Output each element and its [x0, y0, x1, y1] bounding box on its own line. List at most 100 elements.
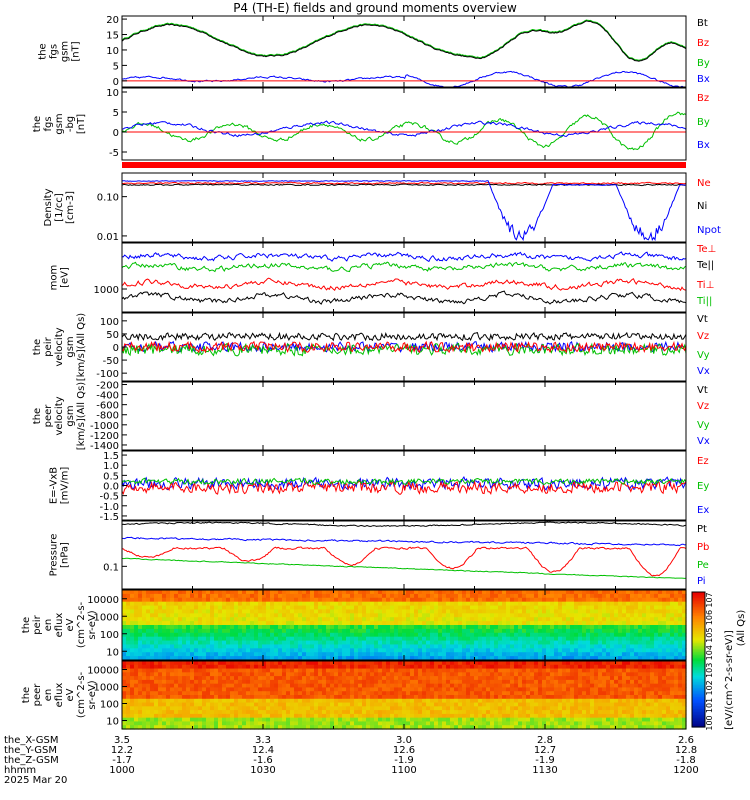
spectrogram-cell: [354, 713, 359, 719]
spectrogram-cell: [546, 721, 551, 726]
spectrogram-cell: [378, 687, 383, 692]
spectrogram-cell: [422, 702, 427, 707]
spectrogram-cell: [138, 710, 143, 715]
spectrogram-cell: [134, 687, 139, 692]
spectrogram-cell: [470, 687, 475, 692]
spectrogram-cell: [174, 640, 179, 646]
spectrogram-cell: [522, 656, 527, 661]
spectrogram-cell: [186, 721, 191, 726]
spectrogram-cell: [394, 698, 399, 704]
spectrogram-cell: [514, 601, 519, 607]
spectrogram-cell: [326, 621, 331, 626]
spectrogram-cell: [646, 625, 651, 630]
spectrogram-cell: [614, 640, 619, 646]
spectrogram-cell: [634, 636, 639, 642]
spectrogram-cell: [462, 725, 467, 730]
spectrogram-cell: [622, 695, 627, 700]
spectrogram-cell: [258, 706, 263, 711]
spectrogram-cell: [370, 676, 375, 681]
spectrogram-cell: [470, 717, 475, 723]
spectrogram-cell: [174, 621, 179, 626]
spectrogram-cell: [622, 668, 627, 673]
spectrogram-cell: [274, 648, 279, 653]
spectrogram-cell: [302, 691, 307, 696]
spectrogram-cell: [542, 725, 547, 730]
spectrogram-cell: [274, 597, 279, 603]
spectrogram-cell: [522, 725, 527, 730]
spectrogram-cell: [178, 656, 183, 661]
spectrogram-cell: [318, 644, 323, 649]
spectrogram-cell: [398, 621, 403, 626]
spectrogram-cell: [358, 625, 363, 630]
spectrogram-cell: [250, 679, 255, 685]
spectrogram-cell: [626, 590, 631, 595]
spectrogram-cell: [610, 636, 615, 642]
spectrogram-cell: [194, 656, 199, 661]
spectrogram-cell: [494, 668, 499, 673]
spectrogram-cell: [398, 601, 403, 607]
spectrogram-cell: [346, 625, 351, 630]
spectrogram-cell: [446, 687, 451, 692]
spectrogram-cell: [142, 621, 147, 626]
spectrogram-cell: [414, 687, 419, 692]
spectrogram-cell: [422, 725, 427, 730]
spectrogram-cell: [442, 628, 447, 634]
spectrogram-cell: [562, 640, 567, 646]
spectrogram-cell: [378, 597, 383, 603]
spectrogram-cell: [542, 698, 547, 704]
spectrogram-cell: [366, 644, 371, 649]
spectrogram-cell: [322, 672, 327, 677]
spectrogram-cell: [310, 605, 315, 611]
spectrogram-cell: [206, 648, 211, 653]
spectrogram-cell: [210, 625, 215, 630]
spectrogram-cell: [142, 717, 147, 723]
spectrogram-cell: [282, 644, 287, 649]
spectrogram-cell: [614, 609, 619, 614]
spectrogram-cell: [474, 695, 479, 700]
spectrogram-cell: [322, 683, 327, 689]
spectrogram-cell: [418, 721, 423, 726]
spectrogram-cell: [222, 695, 227, 700]
spectrogram-cell: [530, 698, 535, 704]
spectrogram-cell: [258, 668, 263, 673]
spectrogram-cell: [546, 601, 551, 607]
spectrogram-cell: [278, 702, 283, 707]
spectrogram-cell: [162, 691, 167, 696]
spectrogram-cell: [150, 687, 155, 692]
spectrogram-cell: [502, 656, 507, 661]
spectrogram-cell: [346, 698, 351, 704]
spectrogram-cell: [130, 721, 135, 726]
spectrogram-cell: [234, 613, 239, 618]
spectrogram-cell: [210, 621, 215, 626]
spectrogram-cell: [366, 702, 371, 707]
spectrogram-cell: [514, 648, 519, 653]
spectrogram-cell: [474, 687, 479, 692]
spectrogram-cell: [538, 593, 543, 599]
spectrogram-cell: [510, 725, 515, 730]
spectrogram-cell: [354, 640, 359, 646]
spectrogram-cell: [618, 679, 623, 685]
spectrogram-cell: [562, 683, 567, 689]
spectrogram-cell: [214, 664, 219, 670]
spectrogram-cell: [158, 668, 163, 673]
spectrogram-cell: [470, 656, 475, 661]
spectrogram-cell: [222, 656, 227, 661]
spectrogram-cell: [514, 597, 519, 603]
spectrogram-cell: [610, 628, 615, 634]
spectrogram-cell: [590, 721, 595, 726]
spectrogram-cell: [234, 702, 239, 707]
spectrogram-cell: [430, 636, 435, 642]
spectrogram-cell: [326, 687, 331, 692]
spectrogram-cell: [390, 605, 395, 611]
spectrogram-cell: [570, 679, 575, 685]
spectrogram-cell: [566, 683, 571, 689]
spectrogram-cell: [174, 605, 179, 611]
spectrogram-cell: [538, 725, 543, 730]
spectrogram-cell: [666, 632, 671, 638]
spectrogram-cell: [162, 625, 167, 630]
spectrogram-cell: [466, 652, 471, 657]
spectrogram-cell: [574, 640, 579, 646]
spectrogram-cell: [630, 702, 635, 707]
spectrogram-cell: [170, 702, 175, 707]
spectrogram-cell: [242, 636, 247, 642]
